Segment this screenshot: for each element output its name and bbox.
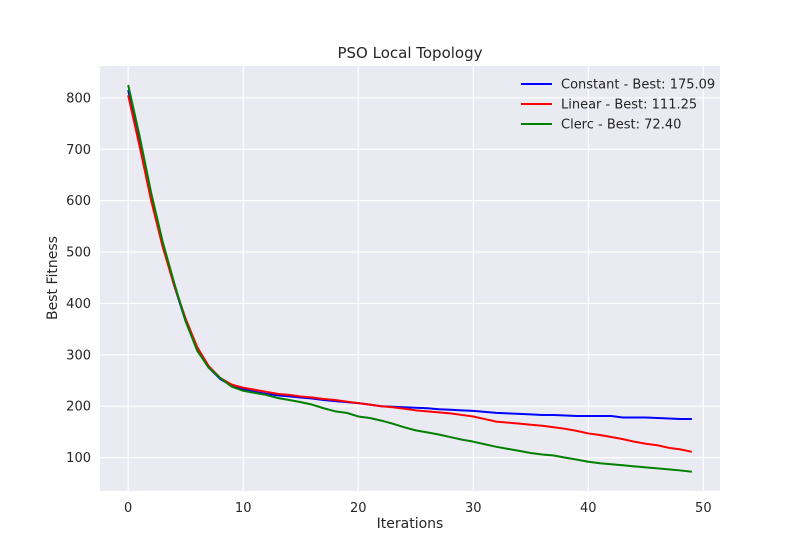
plot-background	[100, 66, 720, 491]
y-tick-label: 100	[66, 451, 91, 466]
series-lines	[127, 84, 693, 473]
y-tick-label: 200	[66, 400, 91, 415]
x-tick-label: 0	[124, 501, 132, 516]
y-tick-label: 700	[66, 143, 91, 158]
legend-entry: Clerc - Best: 72.40	[561, 118, 681, 133]
grid	[100, 66, 720, 491]
legend-entry: Constant - Best: 175.09	[561, 78, 715, 93]
series-line-2	[127, 84, 692, 473]
y-tick-label: 600	[66, 194, 91, 209]
y-tick-label: 300	[66, 348, 91, 363]
x-tick-label: 20	[350, 501, 367, 516]
y-tick-label: 400	[66, 297, 91, 312]
y-axis-label: Best Fitness	[45, 236, 61, 320]
y-tick-labels: 100 200 300 400 500 600 700 800	[66, 91, 91, 466]
y-tick-label: 800	[66, 91, 91, 106]
legend-entry: Linear - Best: 111.25	[561, 98, 697, 113]
x-tick-labels: 0 10 20 30 40 50	[124, 501, 712, 516]
chart-title: PSO Local Topology	[337, 44, 482, 62]
y-tick-label: 500	[66, 246, 91, 261]
x-tick-label: 10	[235, 501, 252, 516]
x-tick-label: 40	[580, 501, 597, 516]
x-tick-label: 50	[695, 501, 712, 516]
x-axis-label: Iterations	[377, 516, 444, 532]
legend: Constant - Best: 175.09 Linear - Best: 11…	[521, 78, 715, 133]
x-tick-label: 30	[465, 501, 482, 516]
